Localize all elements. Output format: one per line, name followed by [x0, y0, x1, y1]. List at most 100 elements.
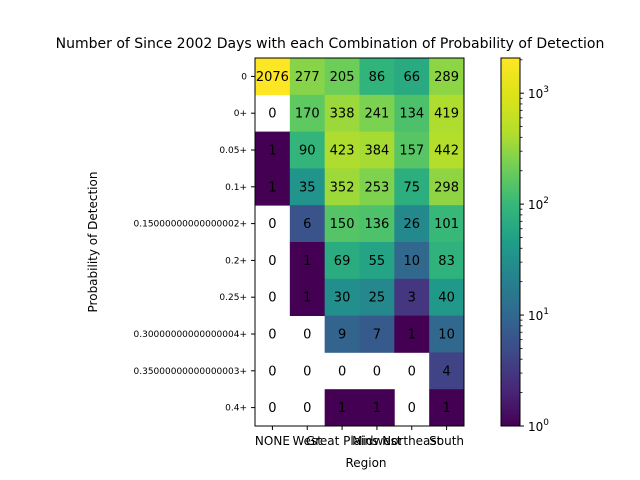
y-tick-label: 0.15000000000000002+ — [134, 220, 247, 230]
cell-value-label: 170 — [295, 107, 320, 122]
heatmap-cell — [429, 242, 465, 280]
colorbar-tick-label: 103 — [528, 85, 549, 101]
heatmap-cell — [394, 131, 430, 169]
colorbar-tick-label: 100 — [528, 418, 549, 434]
cell-value-label: 10 — [438, 328, 455, 343]
cell-value-label: 442 — [434, 144, 459, 159]
x-tick-label: NONE — [255, 434, 290, 448]
heatmap-cells — [255, 58, 465, 427]
cell-value-label: 26 — [403, 217, 420, 232]
heatmap-cell — [429, 278, 465, 316]
heatmap-cell — [324, 58, 360, 96]
colorbar-tick-label: 101 — [528, 307, 549, 323]
cell-value-label: 0 — [303, 328, 311, 343]
heatmap-cell — [324, 205, 360, 243]
x-tick-label: South — [429, 434, 464, 448]
cell-value-label: 90 — [299, 144, 316, 159]
cell-value-label: 0 — [338, 364, 346, 379]
cell-value-label: 6 — [303, 217, 311, 232]
cell-value-label: 253 — [365, 180, 390, 195]
cell-value-label: 10 — [403, 254, 420, 269]
cell-value-label: 0 — [408, 401, 416, 416]
cell-value-label: 338 — [330, 107, 355, 122]
cell-value-label: 423 — [330, 144, 355, 159]
heatmap-cell — [289, 58, 326, 96]
cell-value-label: 3 — [408, 291, 416, 306]
heatmap-cell — [429, 168, 465, 206]
heatmap-cell — [289, 168, 326, 206]
heatmap-cell — [255, 131, 291, 169]
heatmap-cell — [429, 94, 465, 132]
cell-value-label: 1 — [268, 144, 276, 159]
y-tick-label: 0.4+ — [225, 404, 247, 414]
heatmap-cell — [429, 58, 465, 96]
cell-value-label: 419 — [434, 107, 459, 122]
heatmap-cell — [429, 205, 465, 243]
heatmap-cell — [359, 168, 395, 206]
heatmap-cell — [429, 389, 465, 427]
heatmap-cell — [255, 58, 291, 96]
heatmap-cell — [359, 131, 395, 169]
heatmap-cell — [359, 242, 395, 280]
cell-value-label: 384 — [365, 144, 390, 159]
colorbar-ticks: 100 101 102 103 — [520, 59, 549, 434]
cell-value-label: 277 — [295, 70, 320, 85]
cell-value-label: 1 — [268, 180, 276, 195]
heatmap-cell — [289, 205, 326, 243]
cell-value-label: 83 — [438, 254, 455, 269]
cell-value-label: 101 — [434, 217, 459, 232]
heatmap-cell — [324, 278, 360, 316]
cell-value-label: 1 — [303, 291, 311, 306]
y-tick-label: 0.2+ — [225, 256, 247, 266]
cell-value-label: 298 — [434, 180, 459, 195]
cell-value-label: 66 — [403, 70, 420, 85]
cell-value-label: 1 — [373, 401, 381, 416]
x-tick-label: Northeast — [382, 434, 442, 448]
heatmap-cell — [429, 131, 465, 169]
cell-value-label: 352 — [330, 180, 355, 195]
cell-value-label: 1 — [338, 401, 346, 416]
cell-value-label: 0 — [268, 107, 276, 122]
cell-value-label: 1 — [408, 328, 416, 343]
cell-value-label: 69 — [334, 254, 351, 269]
heatmap-cell — [359, 94, 395, 132]
y-tick-label: 0 — [241, 72, 247, 82]
heatmap-cell — [324, 242, 360, 280]
cell-value-label: 86 — [369, 70, 386, 85]
cell-value-label: 55 — [369, 254, 386, 269]
cell-value-label: 0 — [268, 217, 276, 232]
cell-value-label: 0 — [268, 291, 276, 306]
heatmap-cell — [359, 315, 395, 353]
cell-value-label: 0 — [268, 401, 276, 416]
cell-value-label: 241 — [365, 107, 390, 122]
chart-title: Number of Since 2002 Days with each Comb… — [56, 36, 605, 52]
heatmap-cell — [429, 352, 465, 390]
cell-value-label: 0 — [268, 364, 276, 379]
cell-value-label: 205 — [330, 70, 355, 85]
cell-value-label: 0 — [303, 364, 311, 379]
plot-frame — [254, 57, 465, 427]
y-tick-label: 0.1+ — [225, 183, 247, 193]
heatmap-cell — [359, 278, 395, 316]
heatmap-cell — [324, 94, 360, 132]
cell-value-label: 136 — [365, 217, 390, 232]
cell-value-label: 75 — [403, 180, 420, 195]
y-tick-label: 0+ — [234, 109, 247, 119]
heatmap-cell — [289, 242, 326, 280]
heatmap-cell — [394, 242, 430, 280]
heatmap-cell — [394, 58, 430, 96]
heatmap-cell — [394, 168, 430, 206]
cell-value-label: 1 — [442, 401, 450, 416]
heatmap-cell — [324, 168, 360, 206]
x-tick-label: West — [292, 434, 322, 448]
cell-value-label: 0 — [373, 364, 381, 379]
colorbar-gradient — [500, 57, 521, 427]
heatmap-cell — [289, 278, 326, 316]
cell-value-label: 30 — [334, 291, 351, 306]
cell-value-label: 0 — [408, 364, 416, 379]
heatmap-cell — [359, 389, 395, 427]
cell-value-label: 35 — [299, 180, 316, 195]
cell-value-label: 134 — [399, 107, 424, 122]
